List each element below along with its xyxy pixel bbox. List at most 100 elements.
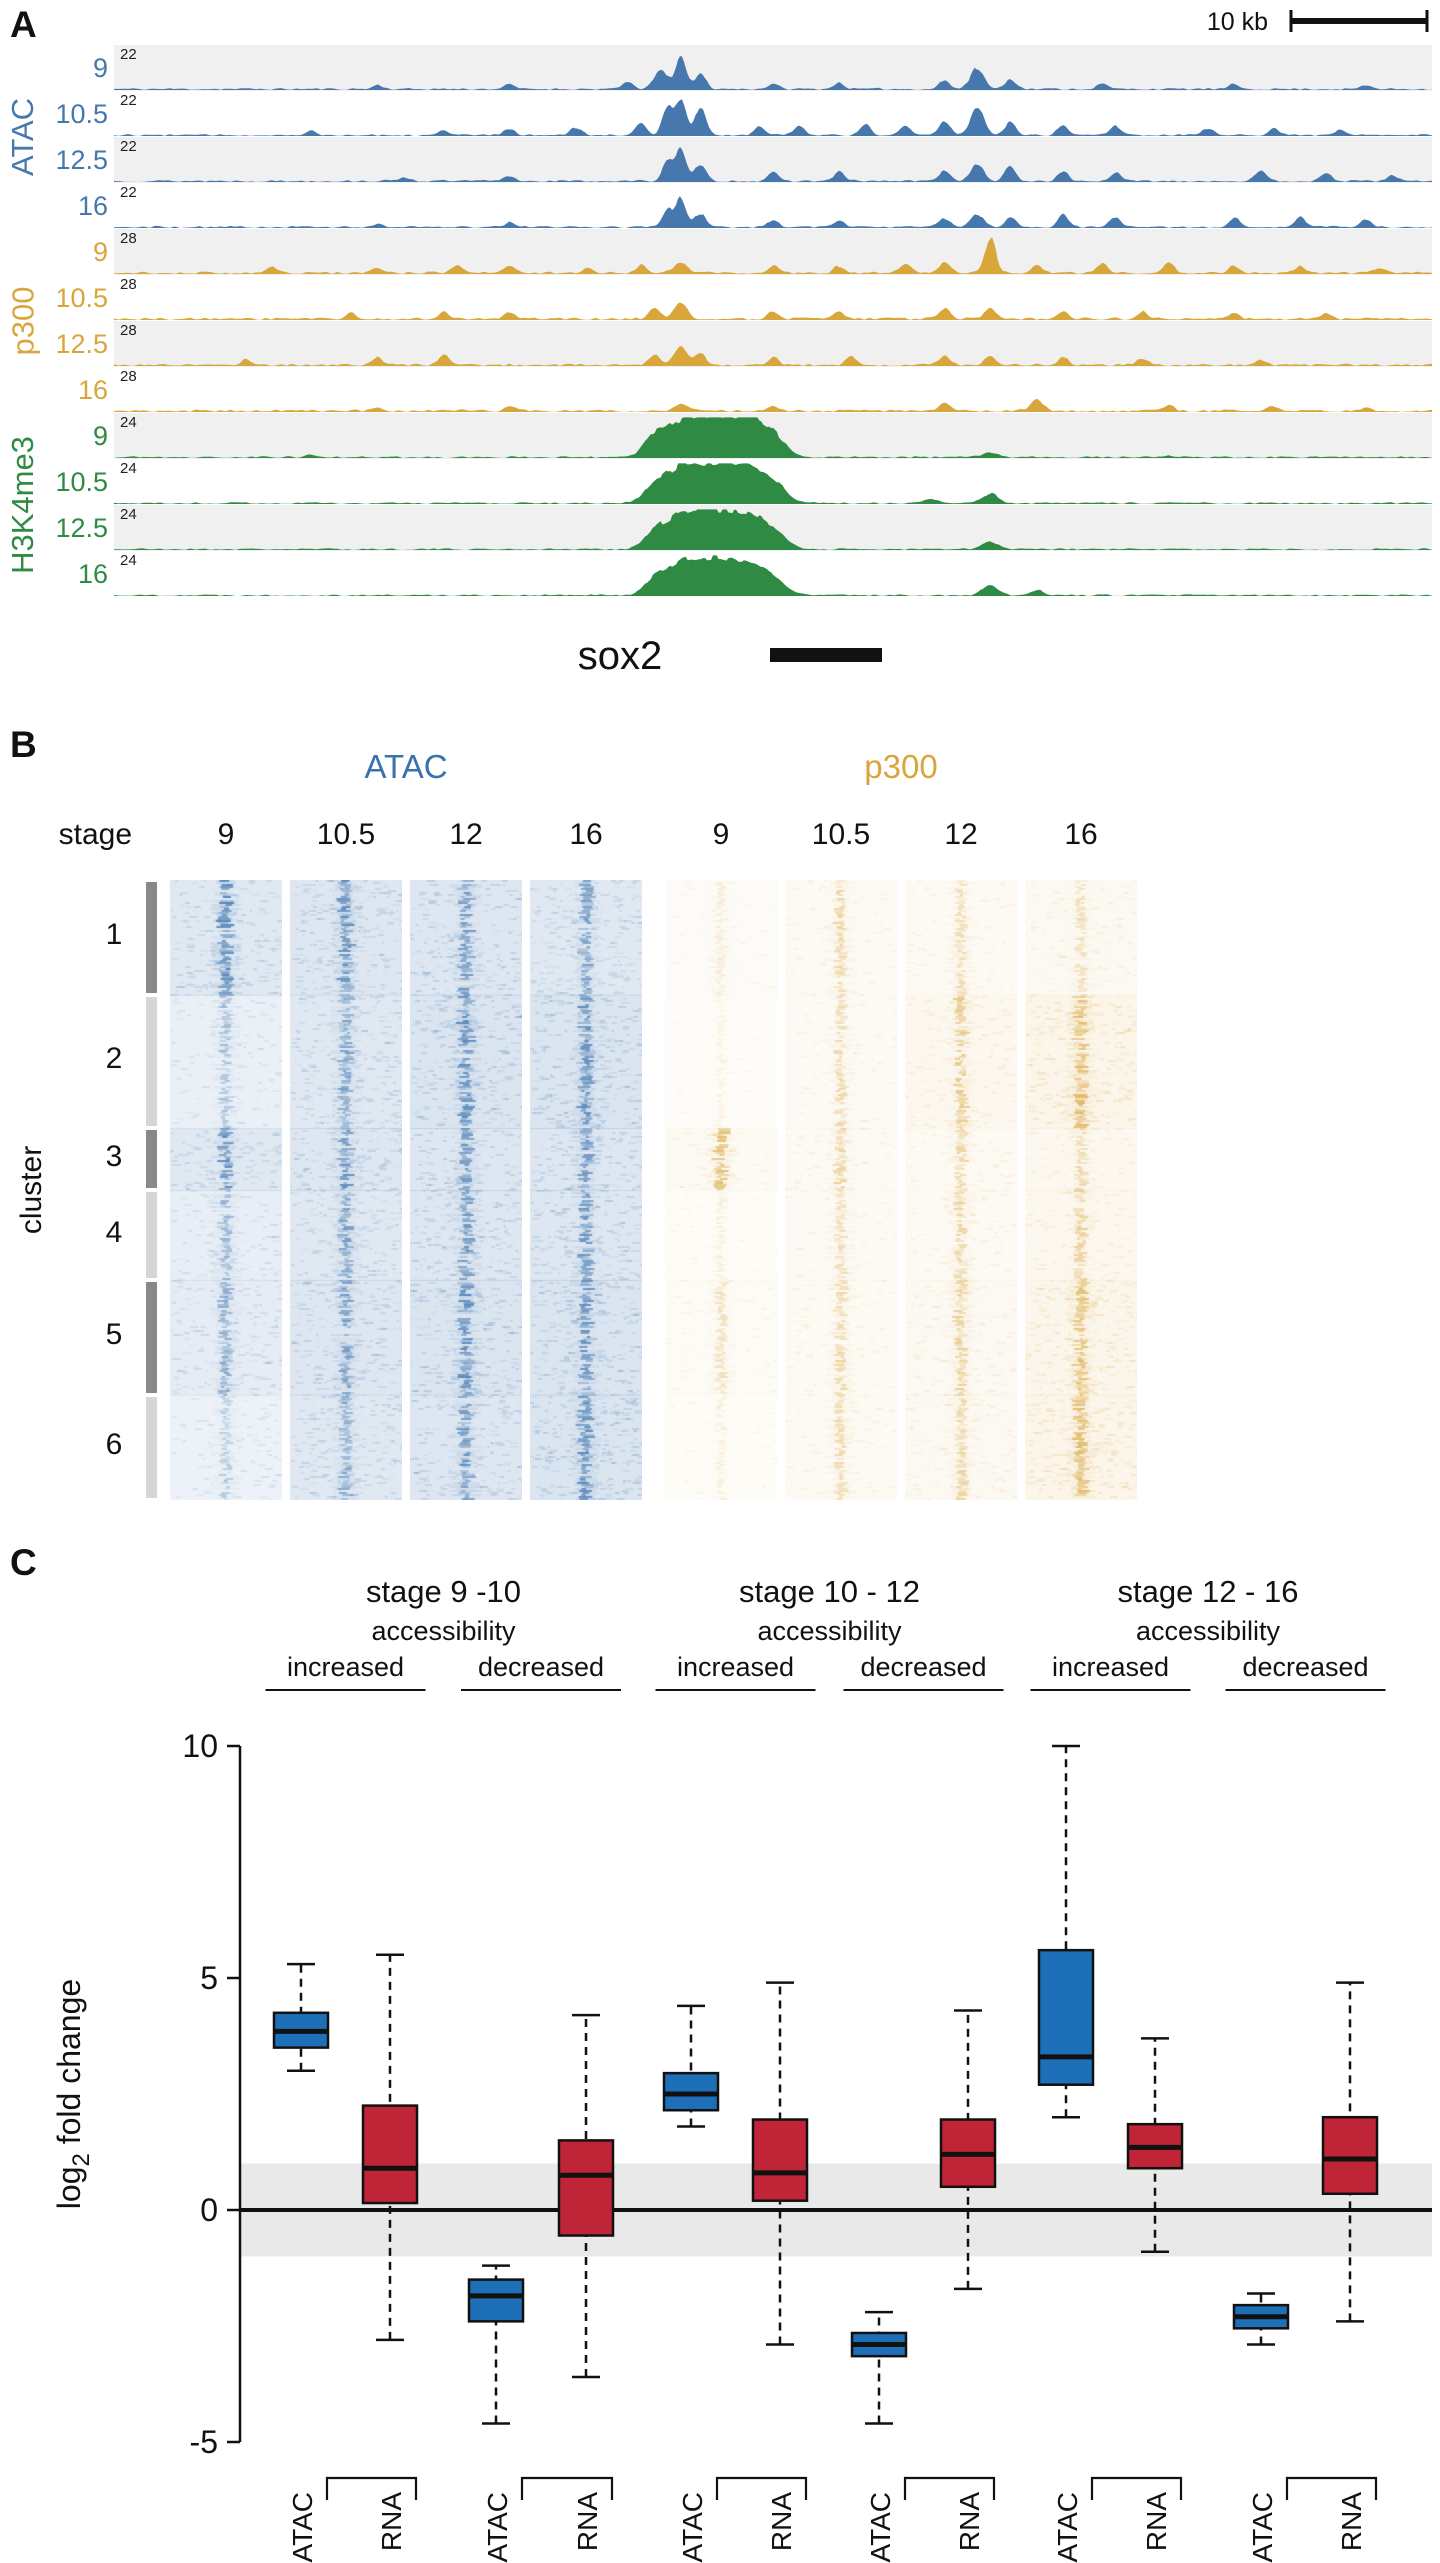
track-ymax-label: 22 — [120, 138, 137, 155]
track-stage-label: 9 — [92, 53, 108, 83]
panel-b-atac-header: ATAC — [364, 748, 448, 785]
box-axis-label: ATAC — [1052, 2492, 1083, 2563]
genome-track-h3k4me3-9: 24 — [114, 413, 1432, 459]
box-axis-label: ATAC — [865, 2492, 896, 2563]
panel-b-p300-header: p300 — [864, 748, 938, 785]
track-ymax-label: 24 — [120, 460, 137, 477]
box-rna — [361, 2104, 419, 2205]
stage-column-label: 10.5 — [811, 818, 871, 851]
boxplot-chart: 10 5 0 -5 log2 fold change stage 9 -10 accessi… — [51, 1574, 1432, 2563]
group-title: stage 10 - 12 — [739, 1574, 920, 1609]
heatmap-column-atac-12 — [410, 880, 522, 1500]
box-axis-label: RNA — [1141, 2492, 1172, 2551]
box-rna — [557, 2139, 615, 2237]
cluster-sidebar-segment — [146, 1130, 157, 1188]
box-axis-label: RNA — [376, 2492, 407, 2551]
track-stage-label: 16 — [77, 375, 108, 405]
track-signal — [114, 398, 1432, 412]
stage-column-label: 12 — [449, 818, 483, 851]
stage-row-label: stage — [58, 818, 132, 851]
box-axis-label: ATAC — [287, 2492, 318, 2563]
panel-c-boxplots: C 10 5 0 -5 log2 fold change stage 9 -10 acces… — [0, 1520, 1440, 2563]
track-stage-label: 9 — [92, 237, 108, 267]
box-axis-label: RNA — [572, 2492, 603, 2551]
heatmap-column-atac-16 — [530, 880, 642, 1500]
cluster-number: 6 — [105, 1428, 123, 1462]
track-signal — [114, 196, 1432, 228]
box-rna — [751, 2118, 809, 2202]
group-label-text: p300 — [5, 286, 40, 356]
track-signal — [114, 56, 1432, 90]
track-stage-label: 16 — [77, 191, 108, 221]
condition-label: increased — [287, 1652, 404, 1682]
condition-label: decreased — [1242, 1652, 1368, 1682]
genome-track-h3k4me3-16: 24 — [114, 551, 1432, 597]
scale-bar-label: 10 kb — [1206, 8, 1268, 36]
genome-track-h3k4me3-10.5: 24 — [114, 459, 1432, 505]
box-axis-label: ATAC — [677, 2492, 708, 2563]
pair-bracket — [1285, 2476, 1378, 2500]
condition-label: increased — [1052, 1652, 1169, 1682]
heatmap-column-p300-9 — [665, 880, 777, 1500]
pair-bracket — [520, 2476, 614, 2500]
scale-bar — [1289, 10, 1429, 32]
track-stage-label: 10.5 — [55, 99, 108, 129]
condition-label: increased — [677, 1652, 794, 1682]
heatmap-column-p300-10.5 — [785, 880, 897, 1500]
panel-a-label: A — [10, 4, 37, 45]
cluster-axis-label: cluster — [10, 880, 54, 1500]
group-label-text: H3K4me3 — [5, 436, 41, 574]
track-ymax-label: 24 — [120, 414, 137, 431]
genome-track-atac-16: 22 — [114, 183, 1432, 229]
track-stage-label: 9 — [92, 421, 108, 451]
y-tick-label: 5 — [200, 1960, 218, 1996]
cluster-sidebar-segment — [146, 882, 157, 993]
track-signal — [114, 302, 1432, 320]
genome-track-atac-12.5: 22 — [114, 137, 1432, 183]
heatmap-column-p300-16 — [1025, 880, 1137, 1500]
box-axis-label: ATAC — [482, 2492, 513, 2563]
group-subtitle: accessibility — [757, 1616, 902, 1646]
cluster-sidebar-segment — [146, 1396, 157, 1498]
pair-bracket — [903, 2476, 996, 2500]
stage-column-label: 9 — [712, 818, 730, 851]
track-ymax-label: 28 — [120, 276, 137, 293]
track-stage-label: 10.5 — [55, 283, 108, 313]
y-axis-title: log2 fold change — [51, 1979, 95, 2209]
track-ymax-label: 22 — [120, 46, 137, 63]
track-stage-label: 12.5 — [55, 513, 108, 543]
track-signal — [114, 237, 1432, 274]
track-ymax-label: 24 — [120, 552, 137, 569]
track-stage-label: 16 — [77, 559, 108, 589]
group-subtitle: accessibility — [1136, 1616, 1281, 1646]
track-signal — [114, 147, 1432, 182]
track-stage-label: 12.5 — [55, 329, 108, 359]
cluster-sidebar-segment — [146, 1192, 157, 1278]
cluster-number: 5 — [105, 1318, 123, 1352]
track-stage-label: 10.5 — [55, 467, 108, 497]
cluster-sidebar-segment — [146, 996, 157, 1126]
pair-bracket — [325, 2476, 418, 2500]
panel-b-heatmaps: B ATAC p300 stage cluster 9 10.5 12 16 9 10.5… — [0, 700, 1440, 1520]
genome-track-p300-16: 28 — [114, 367, 1432, 413]
group-subtitle: accessibility — [371, 1616, 516, 1646]
panel-b-label: B — [10, 724, 37, 765]
track-signal — [114, 99, 1432, 136]
y-tick-label: 0 — [200, 2192, 218, 2228]
y-tick-label: 10 — [182, 1728, 218, 1764]
cluster-number: 3 — [105, 1140, 123, 1173]
group-label-text: ATAC — [5, 97, 41, 177]
box-axis-label: RNA — [954, 2492, 985, 2551]
box-atac — [467, 2278, 525, 2323]
stage-column-label: 10.5 — [316, 818, 376, 851]
track-signal — [114, 417, 1432, 458]
cluster-number: 4 — [105, 1215, 123, 1249]
track-signal — [114, 346, 1432, 366]
condition-label: decreased — [478, 1652, 604, 1682]
track-stage-label: 12.5 — [55, 145, 108, 175]
group-title: stage 9 -10 — [366, 1574, 521, 1609]
box-rna — [1321, 2115, 1379, 2196]
cluster-number: 2 — [105, 1042, 123, 1076]
gene-label: sox2 — [577, 634, 663, 678]
